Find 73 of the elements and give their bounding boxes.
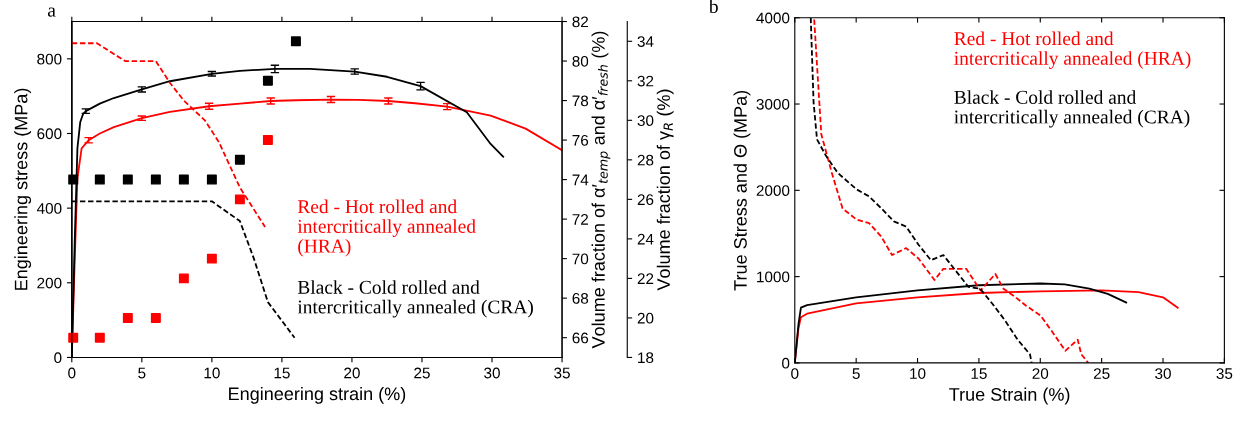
- x-tick-label: 5: [852, 368, 860, 379]
- y3-tick-label: 30: [637, 115, 654, 127]
- y-tick-label: 1000: [757, 271, 790, 283]
- y2-axis-title: Volume fraction of α′$_{temp}$ and α′$_{fresh}$ (%): [591, 31, 611, 349]
- annotation: Red - Hot rolled and intercritically annealed (HRA): [954, 31, 1191, 69]
- y2-tick-label: 82: [572, 16, 588, 28]
- annotation: Red - Hot rolled and intercritically annealed (HRA): [297, 199, 476, 257]
- x-tick-label: 30: [1155, 368, 1171, 379]
- y2-tick-label: 78: [572, 95, 589, 107]
- x-axis-title: True Strain (%): [949, 387, 1070, 405]
- chart-title: a: [47, 7, 56, 17]
- y3-tick-label: 22: [637, 273, 654, 284]
- x-tick-label: 25: [414, 367, 430, 379]
- y3-tick-label: 26: [637, 194, 654, 206]
- y-tick-label: 0: [782, 357, 790, 369]
- annotation: Black - Cold rolled and intercritically annealed (CRA): [297, 280, 533, 318]
- y-tick-label: 2000: [756, 185, 790, 197]
- y-tick-label: 800: [37, 53, 62, 65]
- x-tick-label: 20: [1032, 368, 1049, 379]
- point: [122, 174, 133, 185]
- x-tick-label: 25: [1093, 368, 1110, 379]
- point: [178, 174, 189, 185]
- y-tick-label: 0: [54, 352, 62, 364]
- y2-tick-label: 74: [572, 174, 589, 186]
- point: [234, 194, 245, 205]
- point: [68, 174, 79, 185]
- x-tick-label: 5: [138, 367, 146, 379]
- y-axis-title: True Stress and Θ (MPa): [733, 90, 751, 291]
- point: [94, 332, 105, 343]
- y3-tick-label: 34: [637, 36, 654, 47]
- annotation: Black - Cold rolled and intercritically annealed (CRA): [954, 90, 1190, 128]
- chart-title: b: [708, 0, 718, 14]
- y3-tick-label: 24: [637, 233, 654, 245]
- point: [94, 174, 105, 185]
- y-tick-label: 600: [37, 128, 62, 140]
- y2-tick-label: 70: [572, 253, 589, 265]
- x-tick-label: 15: [274, 367, 290, 379]
- point: [150, 174, 161, 185]
- y2-tick-label: 80: [572, 55, 589, 67]
- point: [206, 174, 217, 185]
- y-tick-label: 4000: [756, 12, 790, 24]
- y2-tick-label: 66: [572, 332, 589, 344]
- point: [178, 273, 189, 284]
- point: [262, 135, 273, 146]
- y3-tick-label: 32: [637, 75, 654, 87]
- point: [290, 36, 301, 47]
- x-tick-label: 10: [204, 367, 220, 379]
- y-axis-title: Engineering stress (MPa): [14, 88, 32, 290]
- y-tick-label: 200: [37, 277, 62, 289]
- y2-tick-label: 72: [572, 213, 588, 225]
- y2-tick-label: 68: [572, 293, 589, 304]
- x-tick-label: 10: [910, 368, 926, 379]
- x-tick-label: 30: [484, 367, 500, 379]
- point: [234, 154, 245, 165]
- x-tick-label: 20: [344, 367, 360, 379]
- point: [122, 312, 133, 323]
- point: [150, 312, 161, 323]
- y-tick-label: 400: [36, 203, 62, 214]
- point: [68, 332, 79, 343]
- x-tick-label: 35: [1216, 368, 1233, 379]
- x-tick-label: 35: [554, 367, 570, 379]
- y3-tick-label: 28: [637, 154, 654, 166]
- point: [262, 75, 273, 86]
- x-axis-title: Engineering strain (%): [229, 386, 406, 404]
- x-tick-label: 15: [971, 368, 987, 379]
- y2-tick-label: 76: [572, 134, 589, 146]
- point: [206, 253, 217, 264]
- y3-axis-title: Volume fraction of γ$_{R}$ (%): [656, 89, 674, 291]
- y3-tick-label: 20: [637, 312, 654, 324]
- y-tick-label: 3000: [756, 98, 790, 110]
- y3-tick-label: 18: [638, 352, 654, 364]
- x-tick-label: 0: [791, 368, 799, 379]
- x-tick-label: 0: [68, 367, 76, 379]
